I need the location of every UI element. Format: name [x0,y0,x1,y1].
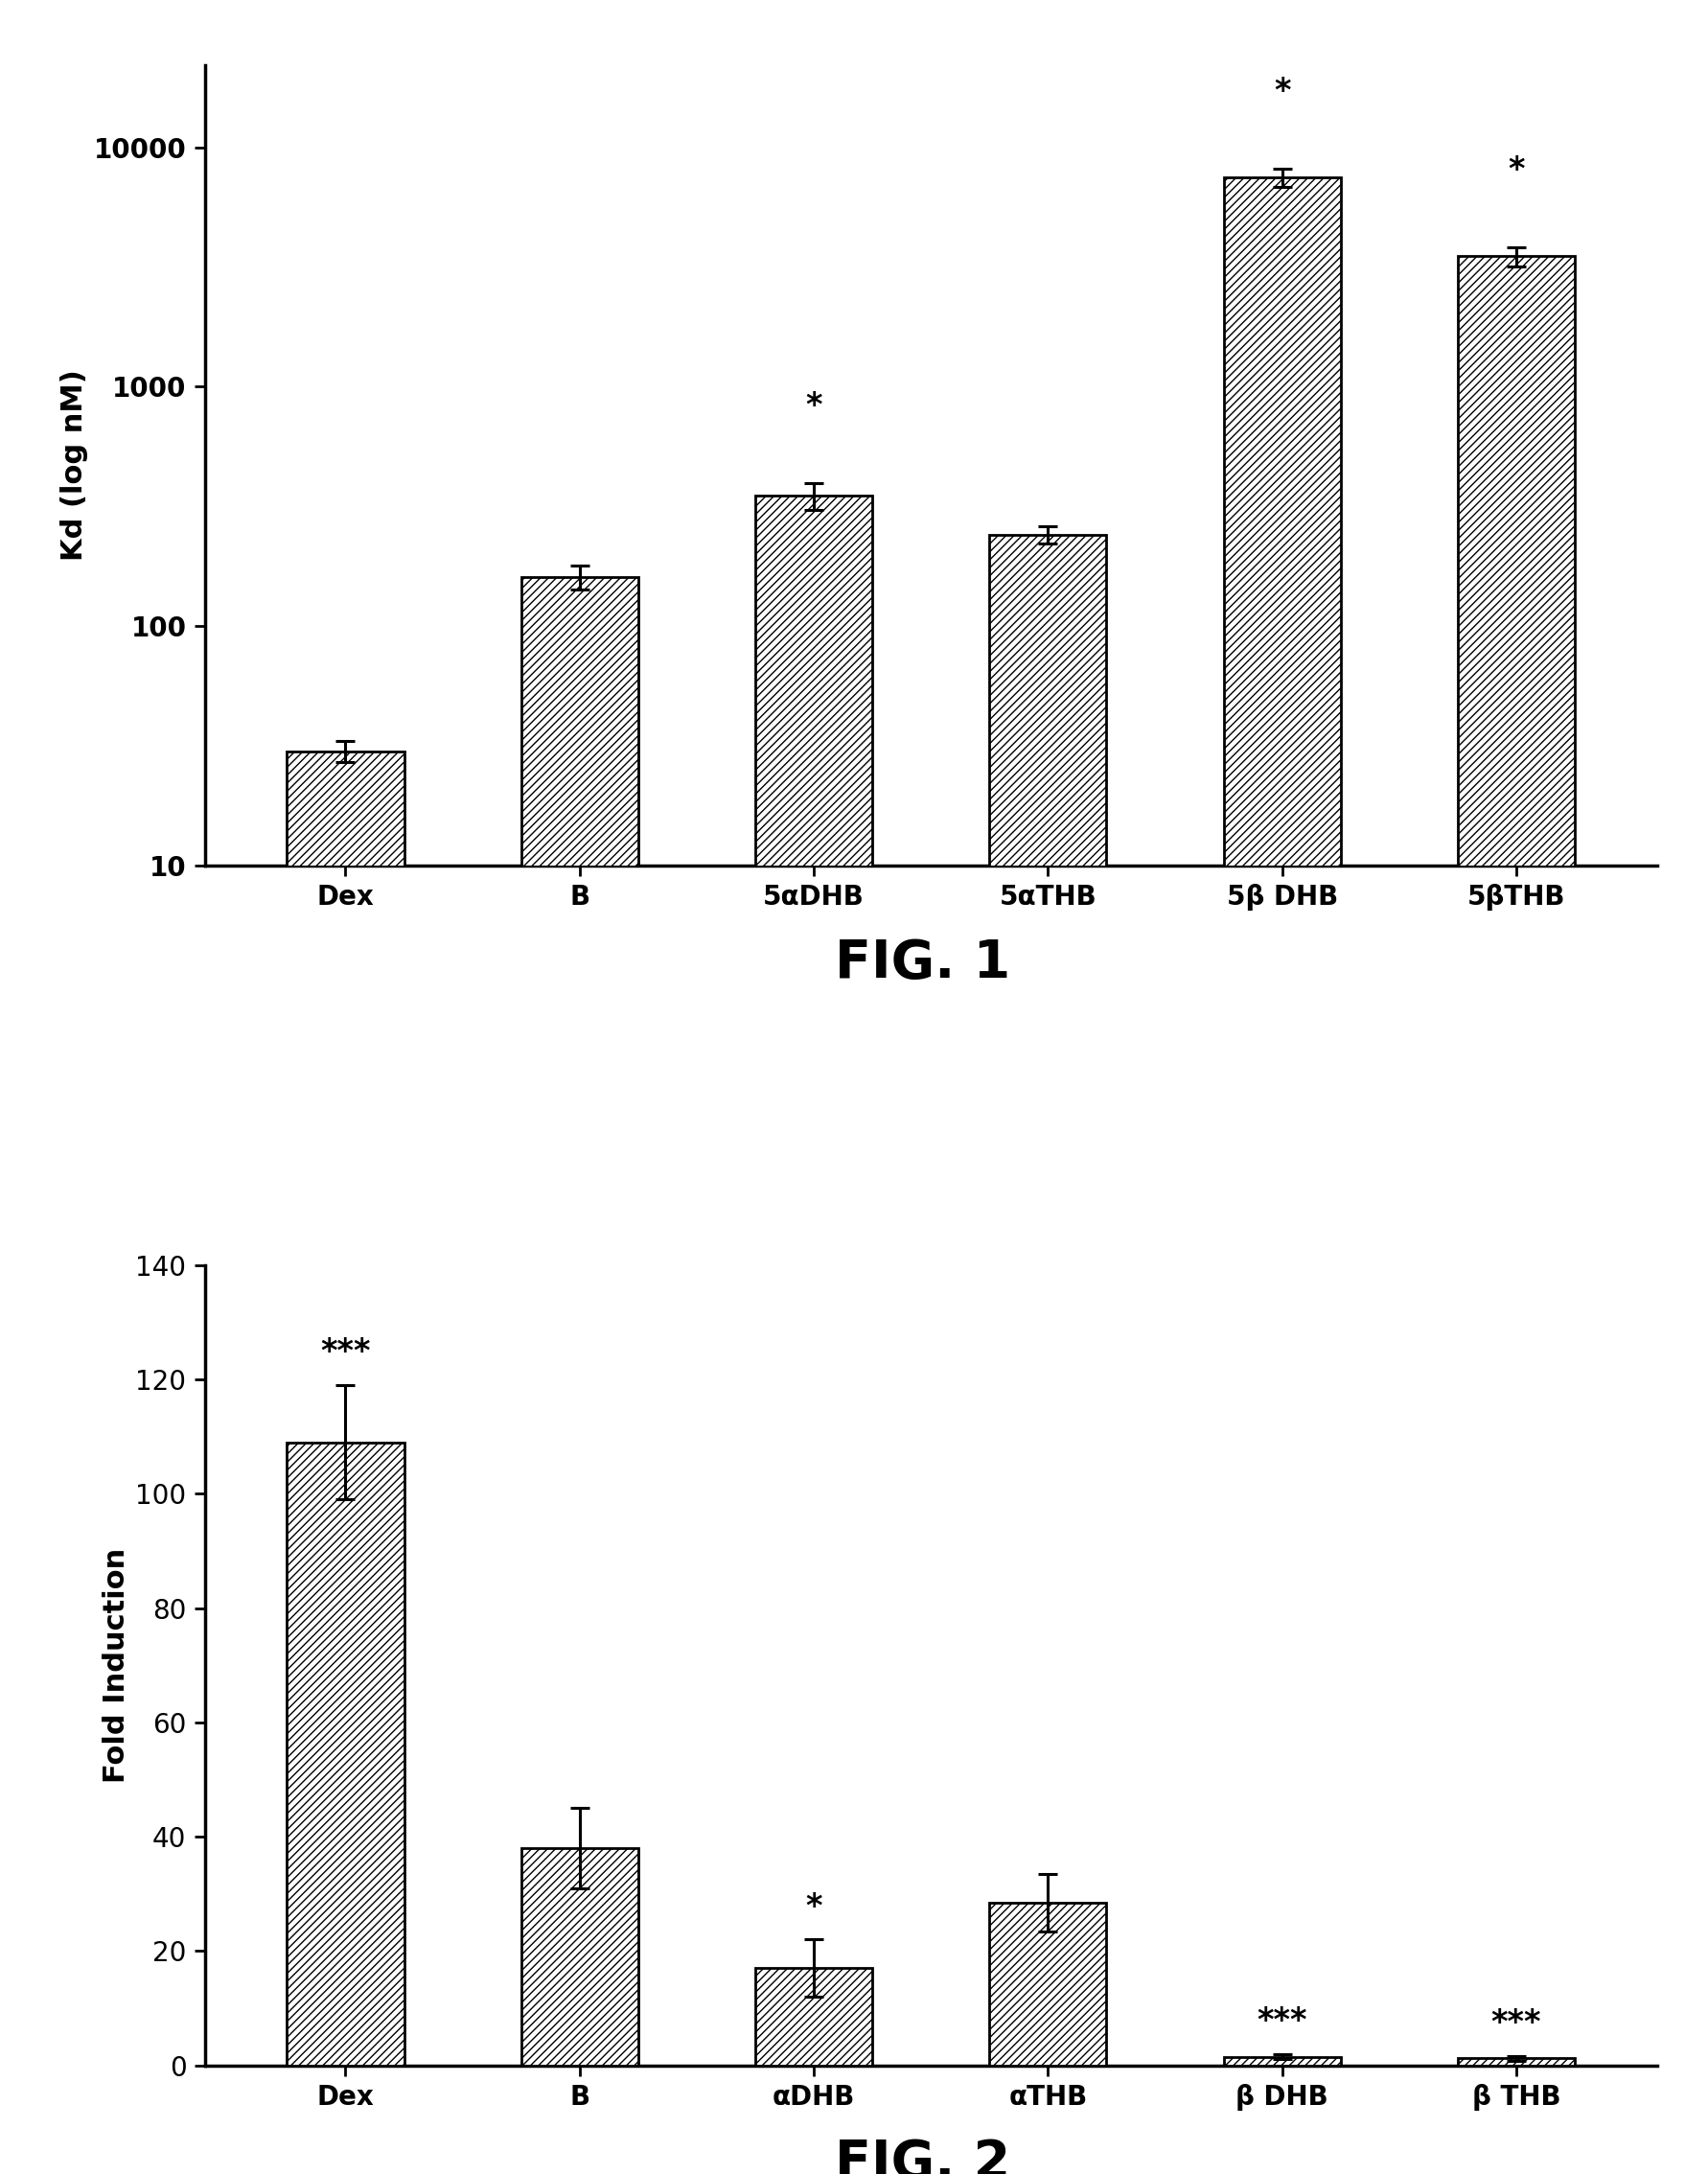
Text: *: * [806,1891,822,1922]
Bar [755,1967,873,2065]
Y-axis label: Kd (log nM): Kd (log nM) [60,370,89,561]
Bar [1223,2057,1341,2065]
Text: FIG. 1: FIG. 1 [835,937,1009,989]
Bar [989,535,1107,2174]
Bar [287,750,405,2174]
Text: ***: *** [321,1337,371,1367]
Bar [755,496,873,2174]
Text: *: * [1508,154,1525,187]
Text: ***: *** [1491,2007,1541,2039]
Bar [1223,176,1341,2174]
Bar [989,1902,1107,2065]
Bar [1457,2059,1575,2065]
Text: FIG. 2: FIG. 2 [835,2137,1009,2174]
Y-axis label: Fold Induction: Fold Induction [102,1548,130,1783]
Bar [287,1441,405,2065]
Bar [1457,257,1575,2174]
Bar [521,576,639,2174]
Bar [521,1848,639,2065]
Text: *: * [1274,76,1291,107]
Text: ***: *** [1257,2007,1307,2037]
Text: *: * [806,391,822,422]
